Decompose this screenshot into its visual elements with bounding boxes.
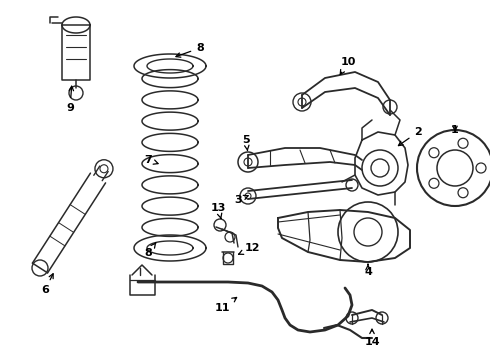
Text: 6: 6 (41, 274, 53, 295)
Text: 3: 3 (234, 195, 248, 205)
Text: 10: 10 (340, 57, 356, 75)
Text: 8: 8 (144, 243, 156, 258)
Text: 11: 11 (214, 297, 237, 313)
Text: 8: 8 (176, 43, 204, 57)
Text: 13: 13 (210, 203, 226, 219)
Text: 4: 4 (364, 264, 372, 277)
Text: 2: 2 (398, 127, 422, 145)
Text: 9: 9 (66, 86, 74, 113)
Text: 5: 5 (242, 135, 250, 150)
Text: 1: 1 (451, 125, 459, 135)
Text: 12: 12 (239, 243, 260, 254)
Text: 7: 7 (144, 155, 158, 165)
Text: 14: 14 (364, 329, 380, 347)
